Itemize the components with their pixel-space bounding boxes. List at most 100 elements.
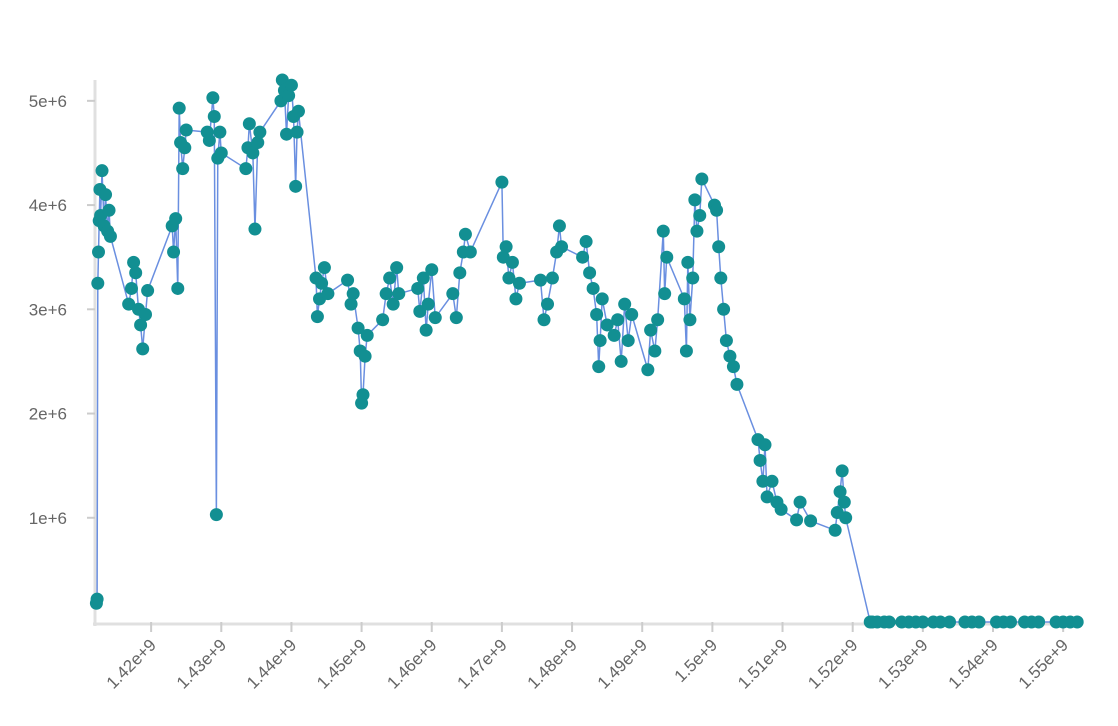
x-tick-label: 1.49e+9	[594, 635, 651, 692]
x-tick-label: 1.46e+9	[383, 635, 440, 692]
point	[356, 388, 370, 402]
point	[677, 292, 691, 306]
point	[178, 141, 192, 155]
point	[242, 117, 256, 131]
point	[1004, 615, 1018, 629]
point	[90, 592, 104, 606]
point	[360, 328, 374, 342]
point	[383, 271, 397, 285]
x-tick-label: 1.45e+9	[313, 635, 370, 692]
point	[386, 297, 400, 311]
point	[943, 615, 957, 629]
point	[169, 212, 183, 226]
point	[614, 354, 628, 368]
point	[656, 224, 670, 238]
point	[321, 287, 335, 301]
point	[933, 615, 947, 629]
point	[453, 266, 467, 280]
x-tick-label: 1.51e+9	[734, 635, 791, 692]
point	[92, 245, 106, 259]
point	[839, 511, 853, 525]
point	[552, 219, 566, 233]
point	[416, 271, 430, 285]
point	[790, 513, 804, 527]
x-tick-label: 1.44e+9	[243, 635, 300, 692]
y-tick-label: 1e+6	[29, 509, 67, 528]
point	[202, 133, 216, 147]
point	[91, 276, 105, 290]
point	[688, 193, 702, 207]
point	[421, 297, 435, 311]
point	[449, 311, 463, 325]
point	[209, 508, 223, 522]
point	[765, 474, 779, 488]
point	[758, 438, 772, 452]
x-tick-label: 1.43e+9	[173, 635, 230, 692]
point	[512, 276, 526, 290]
point	[129, 266, 143, 280]
point	[425, 263, 439, 277]
point	[600, 318, 614, 332]
point	[641, 363, 655, 377]
point	[590, 308, 604, 322]
point	[804, 514, 818, 528]
point	[660, 250, 674, 264]
point	[376, 313, 390, 327]
point	[648, 344, 662, 358]
point	[835, 464, 849, 478]
point	[379, 287, 393, 301]
y-tick-label: 4e+6	[29, 196, 67, 215]
point	[712, 240, 726, 254]
point	[828, 523, 842, 537]
point	[533, 273, 547, 287]
point	[341, 273, 355, 287]
point	[122, 297, 136, 311]
point	[310, 310, 324, 324]
point	[136, 342, 150, 356]
point	[315, 276, 329, 290]
point	[463, 245, 477, 259]
point	[206, 91, 220, 105]
point	[95, 164, 109, 178]
point	[413, 304, 427, 318]
point	[586, 281, 600, 295]
point	[686, 271, 700, 285]
point	[253, 125, 267, 139]
point	[411, 281, 425, 295]
y-tick-label: 5e+6	[29, 92, 67, 111]
point	[618, 297, 632, 311]
y-tick-label: 2e+6	[29, 405, 67, 424]
point	[446, 287, 460, 301]
point	[595, 292, 609, 306]
point	[213, 125, 227, 139]
point	[730, 377, 744, 391]
point	[651, 313, 665, 327]
point	[171, 281, 185, 295]
point	[625, 308, 639, 322]
point	[717, 302, 731, 316]
point	[592, 360, 606, 374]
point	[695, 172, 709, 186]
point	[280, 127, 294, 141]
point	[583, 266, 597, 280]
point	[505, 255, 519, 269]
point	[99, 188, 113, 202]
point	[282, 89, 296, 103]
point	[390, 261, 404, 275]
point	[555, 240, 569, 254]
point	[251, 136, 265, 150]
point	[103, 229, 117, 243]
point	[141, 284, 155, 298]
point	[1032, 615, 1046, 629]
point	[833, 485, 847, 499]
point	[290, 125, 304, 139]
point	[726, 360, 740, 374]
point	[683, 313, 697, 327]
point	[291, 104, 305, 118]
point	[579, 235, 593, 249]
x-tick-label: 1.54e+9	[945, 635, 1002, 692]
point	[419, 323, 433, 337]
point	[248, 222, 262, 236]
